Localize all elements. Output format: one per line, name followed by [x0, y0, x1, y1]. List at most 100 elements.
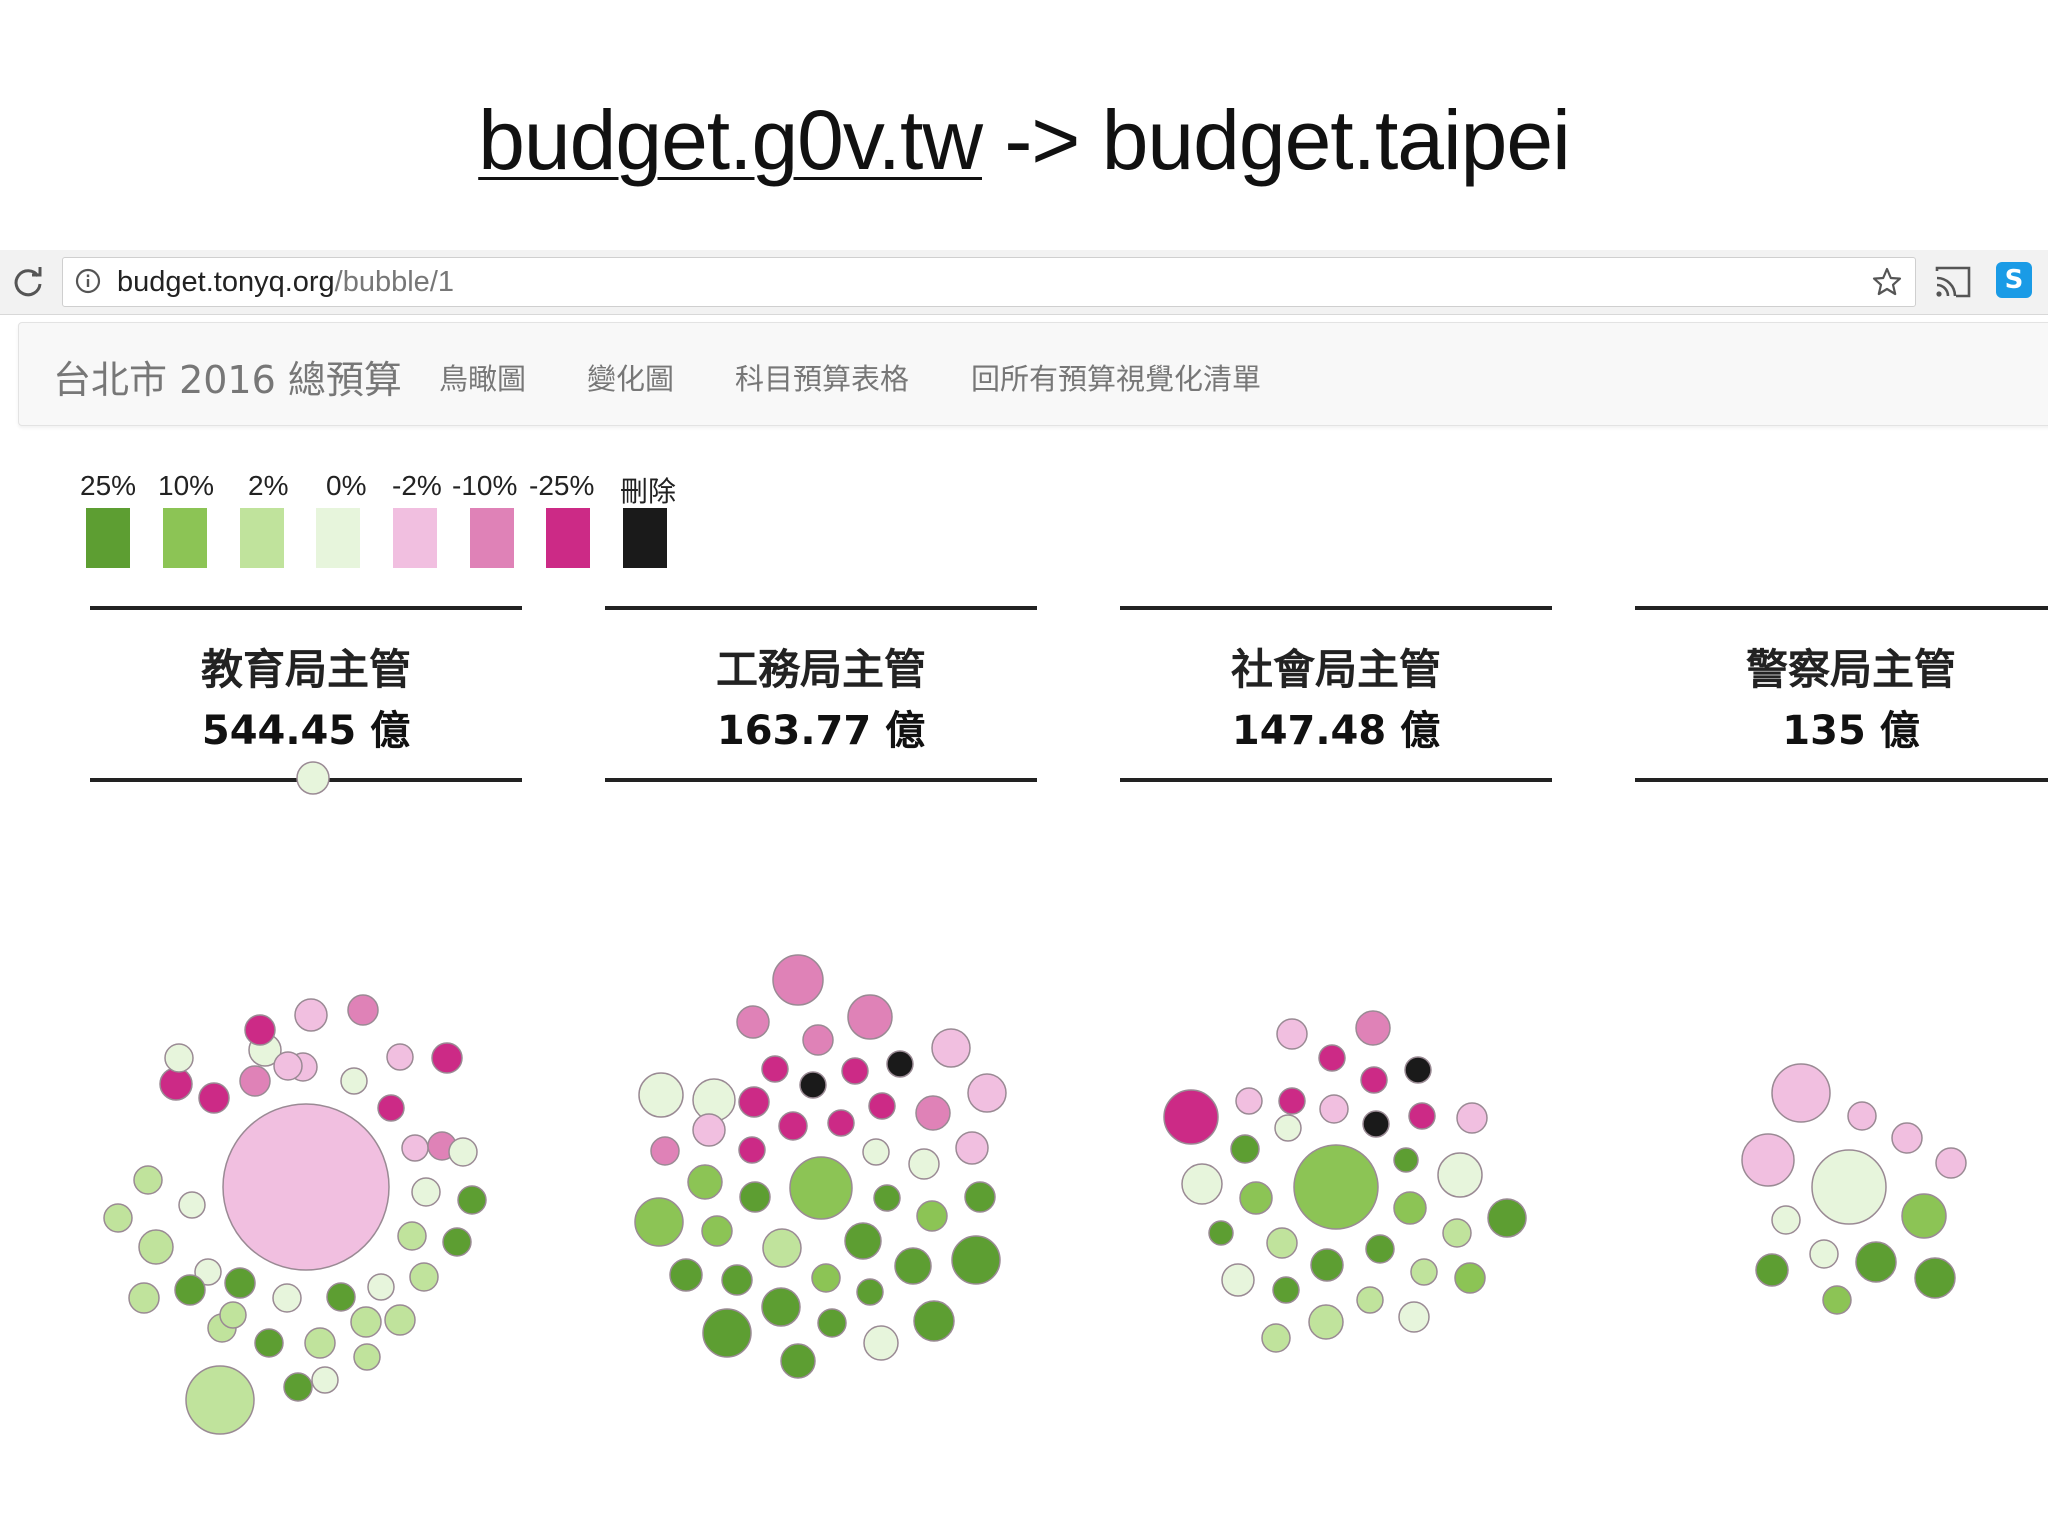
budget-bubble[interactable]: [347, 994, 379, 1026]
budget-bubble[interactable]: [386, 1043, 414, 1071]
budget-bubble[interactable]: [185, 1365, 255, 1435]
budget-bubble[interactable]: [164, 1043, 194, 1073]
budget-bubble[interactable]: [254, 1328, 284, 1358]
budget-bubble[interactable]: [198, 1082, 230, 1114]
budget-bubble[interactable]: [789, 1156, 853, 1220]
budget-bubble[interactable]: [340, 1067, 368, 1095]
budget-bubble[interactable]: [353, 1343, 381, 1371]
nav-change-chart[interactable]: 變化圖: [587, 362, 675, 396]
dept-card-public-works[interactable]: 工務局主管 163.77 億: [605, 606, 1037, 782]
budget-bubble[interactable]: [873, 1184, 901, 1212]
site-brand[interactable]: 台北市 2016 總預算: [53, 358, 402, 402]
budget-bubble[interactable]: [1319, 1094, 1349, 1124]
budget-bubble[interactable]: [817, 1308, 847, 1338]
budget-bubble[interactable]: [174, 1274, 206, 1306]
budget-bubble[interactable]: [738, 1136, 766, 1164]
budget-bubble[interactable]: [1318, 1044, 1346, 1072]
nav-budget-table[interactable]: 科目預算表格: [735, 362, 910, 396]
budget-bubble[interactable]: [138, 1229, 174, 1265]
budget-bubble[interactable]: [384, 1304, 416, 1336]
budget-bubble[interactable]: [1741, 1133, 1795, 1187]
budget-bubble[interactable]: [847, 994, 893, 1040]
budget-bubble[interactable]: [886, 1050, 914, 1078]
budget-bubble[interactable]: [811, 1263, 841, 1293]
budget-bubble[interactable]: [1771, 1205, 1801, 1235]
budget-bubble[interactable]: [738, 1086, 770, 1118]
budget-bubble[interactable]: [1221, 1263, 1255, 1297]
budget-bubble[interactable]: [1901, 1193, 1947, 1239]
budget-bubble[interactable]: [1360, 1066, 1388, 1094]
budget-bubble[interactable]: [1404, 1056, 1432, 1084]
budget-bubble[interactable]: [103, 1203, 133, 1233]
budget-bubble[interactable]: [1393, 1147, 1419, 1173]
budget-bubble[interactable]: [951, 1235, 1001, 1285]
budget-bubble[interactable]: [802, 1024, 834, 1056]
budget-bubble[interactable]: [1308, 1304, 1344, 1340]
budget-bubble[interactable]: [1855, 1241, 1897, 1283]
budget-bubble[interactable]: [1355, 1010, 1391, 1046]
budget-bubble[interactable]: [1771, 1063, 1831, 1123]
budget-bubble[interactable]: [1809, 1239, 1839, 1269]
title-link[interactable]: budget.g0v.tw: [478, 93, 983, 187]
dept-card-social-welfare[interactable]: 社會局主管 147.48 億: [1120, 606, 1552, 782]
budget-bubble[interactable]: [311, 1366, 339, 1394]
budget-bubble[interactable]: [967, 1073, 1007, 1113]
budget-bubble[interactable]: [863, 1325, 899, 1361]
budget-bubble[interactable]: [1208, 1220, 1234, 1246]
budget-bubble[interactable]: [915, 1095, 951, 1131]
budget-bubble[interactable]: [772, 954, 824, 1006]
budget-bubble[interactable]: [868, 1092, 896, 1120]
budget-bubble[interactable]: [761, 1055, 789, 1083]
budget-bubble[interactable]: [1272, 1276, 1300, 1304]
budget-bubble[interactable]: [1755, 1253, 1789, 1287]
budget-bubble[interactable]: [1239, 1181, 1273, 1215]
budget-bubble[interactable]: [762, 1228, 802, 1268]
budget-bubble[interactable]: [1456, 1102, 1488, 1134]
budget-bubble[interactable]: [442, 1227, 472, 1257]
budget-bubble[interactable]: [194, 1258, 222, 1286]
budget-bubble[interactable]: [894, 1247, 932, 1285]
budget-bubble[interactable]: [650, 1136, 680, 1166]
budget-bubble[interactable]: [1266, 1227, 1298, 1259]
budget-bubble[interactable]: [401, 1134, 429, 1162]
budget-bubble[interactable]: [296, 761, 330, 795]
budget-bubble[interactable]: [916, 1200, 948, 1232]
budget-bubble[interactable]: [367, 1273, 395, 1301]
budget-bubble[interactable]: [304, 1327, 336, 1359]
budget-bubble[interactable]: [457, 1185, 487, 1215]
budget-bubble[interactable]: [1235, 1087, 1263, 1115]
budget-bubble[interactable]: [1891, 1122, 1923, 1154]
budget-bubble[interactable]: [702, 1308, 752, 1358]
budget-bubble[interactable]: [294, 998, 328, 1032]
address-bar[interactable]: budget.tonyq.org/bubble/1: [62, 257, 1916, 307]
budget-bubble[interactable]: [687, 1164, 723, 1200]
budget-bubble[interactable]: [1935, 1147, 1967, 1179]
budget-bubble[interactable]: [178, 1191, 206, 1219]
budget-bubble[interactable]: [159, 1067, 193, 1101]
budget-bubble[interactable]: [326, 1282, 356, 1312]
budget-bubble[interactable]: [701, 1215, 733, 1247]
budget-bubble[interactable]: [1163, 1089, 1219, 1145]
budget-bubble[interactable]: [239, 1065, 271, 1097]
budget-bubble[interactable]: [739, 1181, 771, 1213]
budget-bubble[interactable]: [1310, 1248, 1344, 1282]
budget-bubble[interactable]: [1274, 1114, 1302, 1142]
budget-bubble[interactable]: [397, 1221, 427, 1251]
reload-icon[interactable]: [8, 262, 48, 302]
budget-bubble[interactable]: [669, 1258, 703, 1292]
budget-bubble[interactable]: [908, 1148, 940, 1180]
bookmark-star-icon[interactable]: [1871, 266, 1903, 298]
budget-bubble[interactable]: [1261, 1323, 1291, 1353]
budget-bubble[interactable]: [638, 1072, 684, 1118]
budget-bubble[interactable]: [1230, 1134, 1260, 1164]
budget-bubble[interactable]: [224, 1267, 256, 1299]
budget-bubble[interactable]: [862, 1138, 890, 1166]
budget-bubble[interactable]: [1276, 1018, 1308, 1050]
budget-bubble[interactable]: [1847, 1101, 1877, 1131]
budget-bubble[interactable]: [273, 1051, 303, 1081]
budget-bubble[interactable]: [1393, 1191, 1427, 1225]
budget-bubble[interactable]: [721, 1264, 753, 1296]
budget-bubble[interactable]: [283, 1372, 313, 1402]
budget-bubble[interactable]: [1822, 1285, 1852, 1315]
budget-bubble[interactable]: [761, 1287, 801, 1327]
